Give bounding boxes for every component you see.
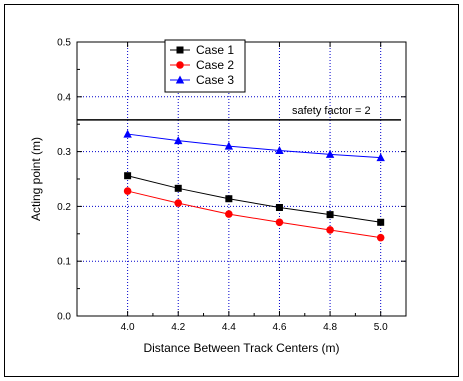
data-point [224,141,234,150]
reference-line-group: safety factor = 2 [77,105,401,121]
data-point [275,203,283,211]
x-tick-label: 4.8 [323,322,337,333]
x-tick-label: 4.4 [222,322,236,333]
data-point [377,218,385,226]
data-point [124,172,132,180]
y-tick-label: 0.5 [57,38,71,49]
series-case-3 [123,129,385,162]
data-point [176,46,184,54]
data-point [376,233,385,242]
data-point [123,187,132,195]
data-point [326,211,334,219]
y-tick-label: 0.4 [57,92,71,103]
series-line [127,175,381,223]
series-case-1 [124,172,385,226]
legend-item: Case 3 [170,73,234,87]
data-point [176,61,184,69]
x-tick-label: 5.0 [374,322,388,333]
data-point [275,218,284,227]
y-tick-label: 0.2 [57,202,71,213]
legend-label: Case 2 [196,58,234,72]
legend-item: Case 2 [170,58,234,72]
data-point [275,146,284,155]
data-point [123,129,132,138]
data-point [225,210,233,218]
data-point [174,136,183,145]
series-line [127,133,381,159]
ticks: 4.0 4.2 4.4 4.6 4.8 5.0 0.0 0.1 0.2 0.3 0.4 0.5 [57,38,406,333]
x-tick-label: 4.0 [121,322,135,333]
data-point [174,184,182,192]
legend-label: Case 3 [196,73,234,87]
legend-label: Case 1 [196,43,234,57]
y-tick-label: 0.3 [57,147,71,158]
data-point [174,199,183,207]
data-point [326,226,334,234]
x-tick-label: 4.6 [273,322,287,333]
series-line [127,190,381,239]
y-tick-label: 0.1 [57,257,71,268]
y-axis-label: Acting point (m) [29,137,43,221]
x-tick-label: 4.2 [171,322,185,333]
series-group [123,129,385,242]
legend-item: Case 1 [170,43,234,57]
data-point [175,75,185,84]
data-point [225,195,233,203]
x-axis-label: Distance Between Track Centers (m) [143,341,339,355]
safety-factor-label: safety factor = 2 [292,105,371,117]
data-point [376,153,385,162]
y-tick-label: 0.0 [57,312,71,323]
data-point [325,149,335,158]
series-case-2 [123,187,385,242]
